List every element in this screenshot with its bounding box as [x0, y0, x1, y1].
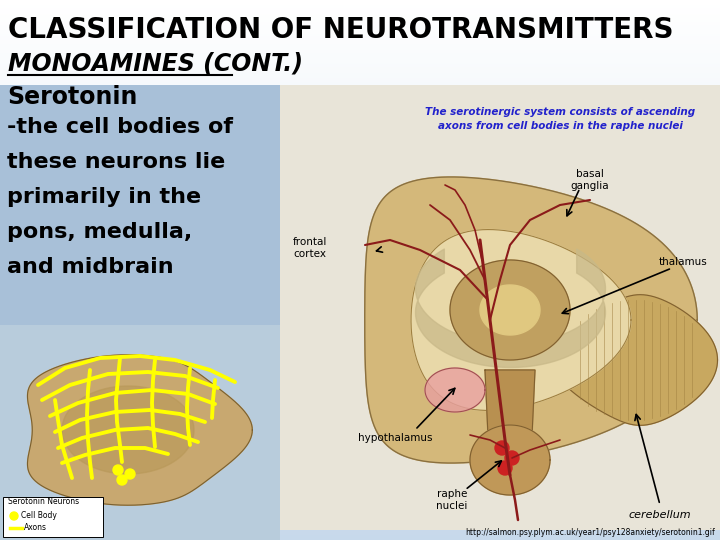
Text: http://salmon.psy.plym.ac.uk/year1/psy128anxiety/serotonin1.gif: http://salmon.psy.plym.ac.uk/year1/psy12… — [465, 528, 715, 537]
Text: cerebellum: cerebellum — [629, 510, 691, 520]
Text: Cell Body: Cell Body — [21, 511, 57, 521]
Polygon shape — [365, 177, 697, 463]
Text: and midbrain: and midbrain — [7, 257, 174, 277]
Polygon shape — [450, 260, 570, 360]
Text: -the cell bodies of: -the cell bodies of — [7, 117, 233, 137]
Text: these neurons lie: these neurons lie — [7, 152, 225, 172]
Polygon shape — [411, 230, 631, 410]
Polygon shape — [470, 425, 550, 495]
Circle shape — [495, 441, 509, 455]
Text: primarily in the: primarily in the — [7, 187, 201, 207]
Text: axons from cell bodies in the raphe nuclei: axons from cell bodies in the raphe nucl… — [438, 121, 683, 131]
Text: Serotonin Neurons: Serotonin Neurons — [8, 497, 79, 506]
Circle shape — [113, 465, 123, 475]
Text: hypothalamus: hypothalamus — [358, 433, 432, 443]
Text: Serotonin: Serotonin — [7, 85, 138, 109]
Text: MONOAMINES (CONT.): MONOAMINES (CONT.) — [8, 51, 303, 75]
FancyBboxPatch shape — [280, 85, 720, 530]
Text: frontal
cortex: frontal cortex — [293, 237, 327, 259]
Circle shape — [10, 512, 18, 520]
Text: thalamus: thalamus — [659, 257, 707, 267]
Polygon shape — [425, 368, 485, 412]
FancyBboxPatch shape — [0, 85, 280, 325]
Polygon shape — [480, 285, 540, 335]
Text: Axons: Axons — [24, 523, 47, 532]
Polygon shape — [485, 370, 535, 490]
FancyBboxPatch shape — [3, 497, 103, 537]
Polygon shape — [27, 355, 252, 505]
Circle shape — [117, 475, 127, 485]
Circle shape — [125, 469, 135, 479]
Text: basal
ganglia: basal ganglia — [571, 169, 609, 191]
Text: The serotinergic system consists of ascending: The serotinergic system consists of asce… — [425, 107, 695, 117]
Text: CLASSIFICATION OF NEUROTRANSMITTERS: CLASSIFICATION OF NEUROTRANSMITTERS — [8, 16, 673, 44]
Text: raphe
nuclei: raphe nuclei — [436, 489, 468, 511]
Circle shape — [498, 461, 512, 475]
FancyBboxPatch shape — [0, 325, 280, 540]
Polygon shape — [62, 386, 194, 474]
Polygon shape — [552, 295, 718, 426]
Circle shape — [505, 451, 519, 465]
Text: pons, medulla,: pons, medulla, — [7, 222, 192, 242]
